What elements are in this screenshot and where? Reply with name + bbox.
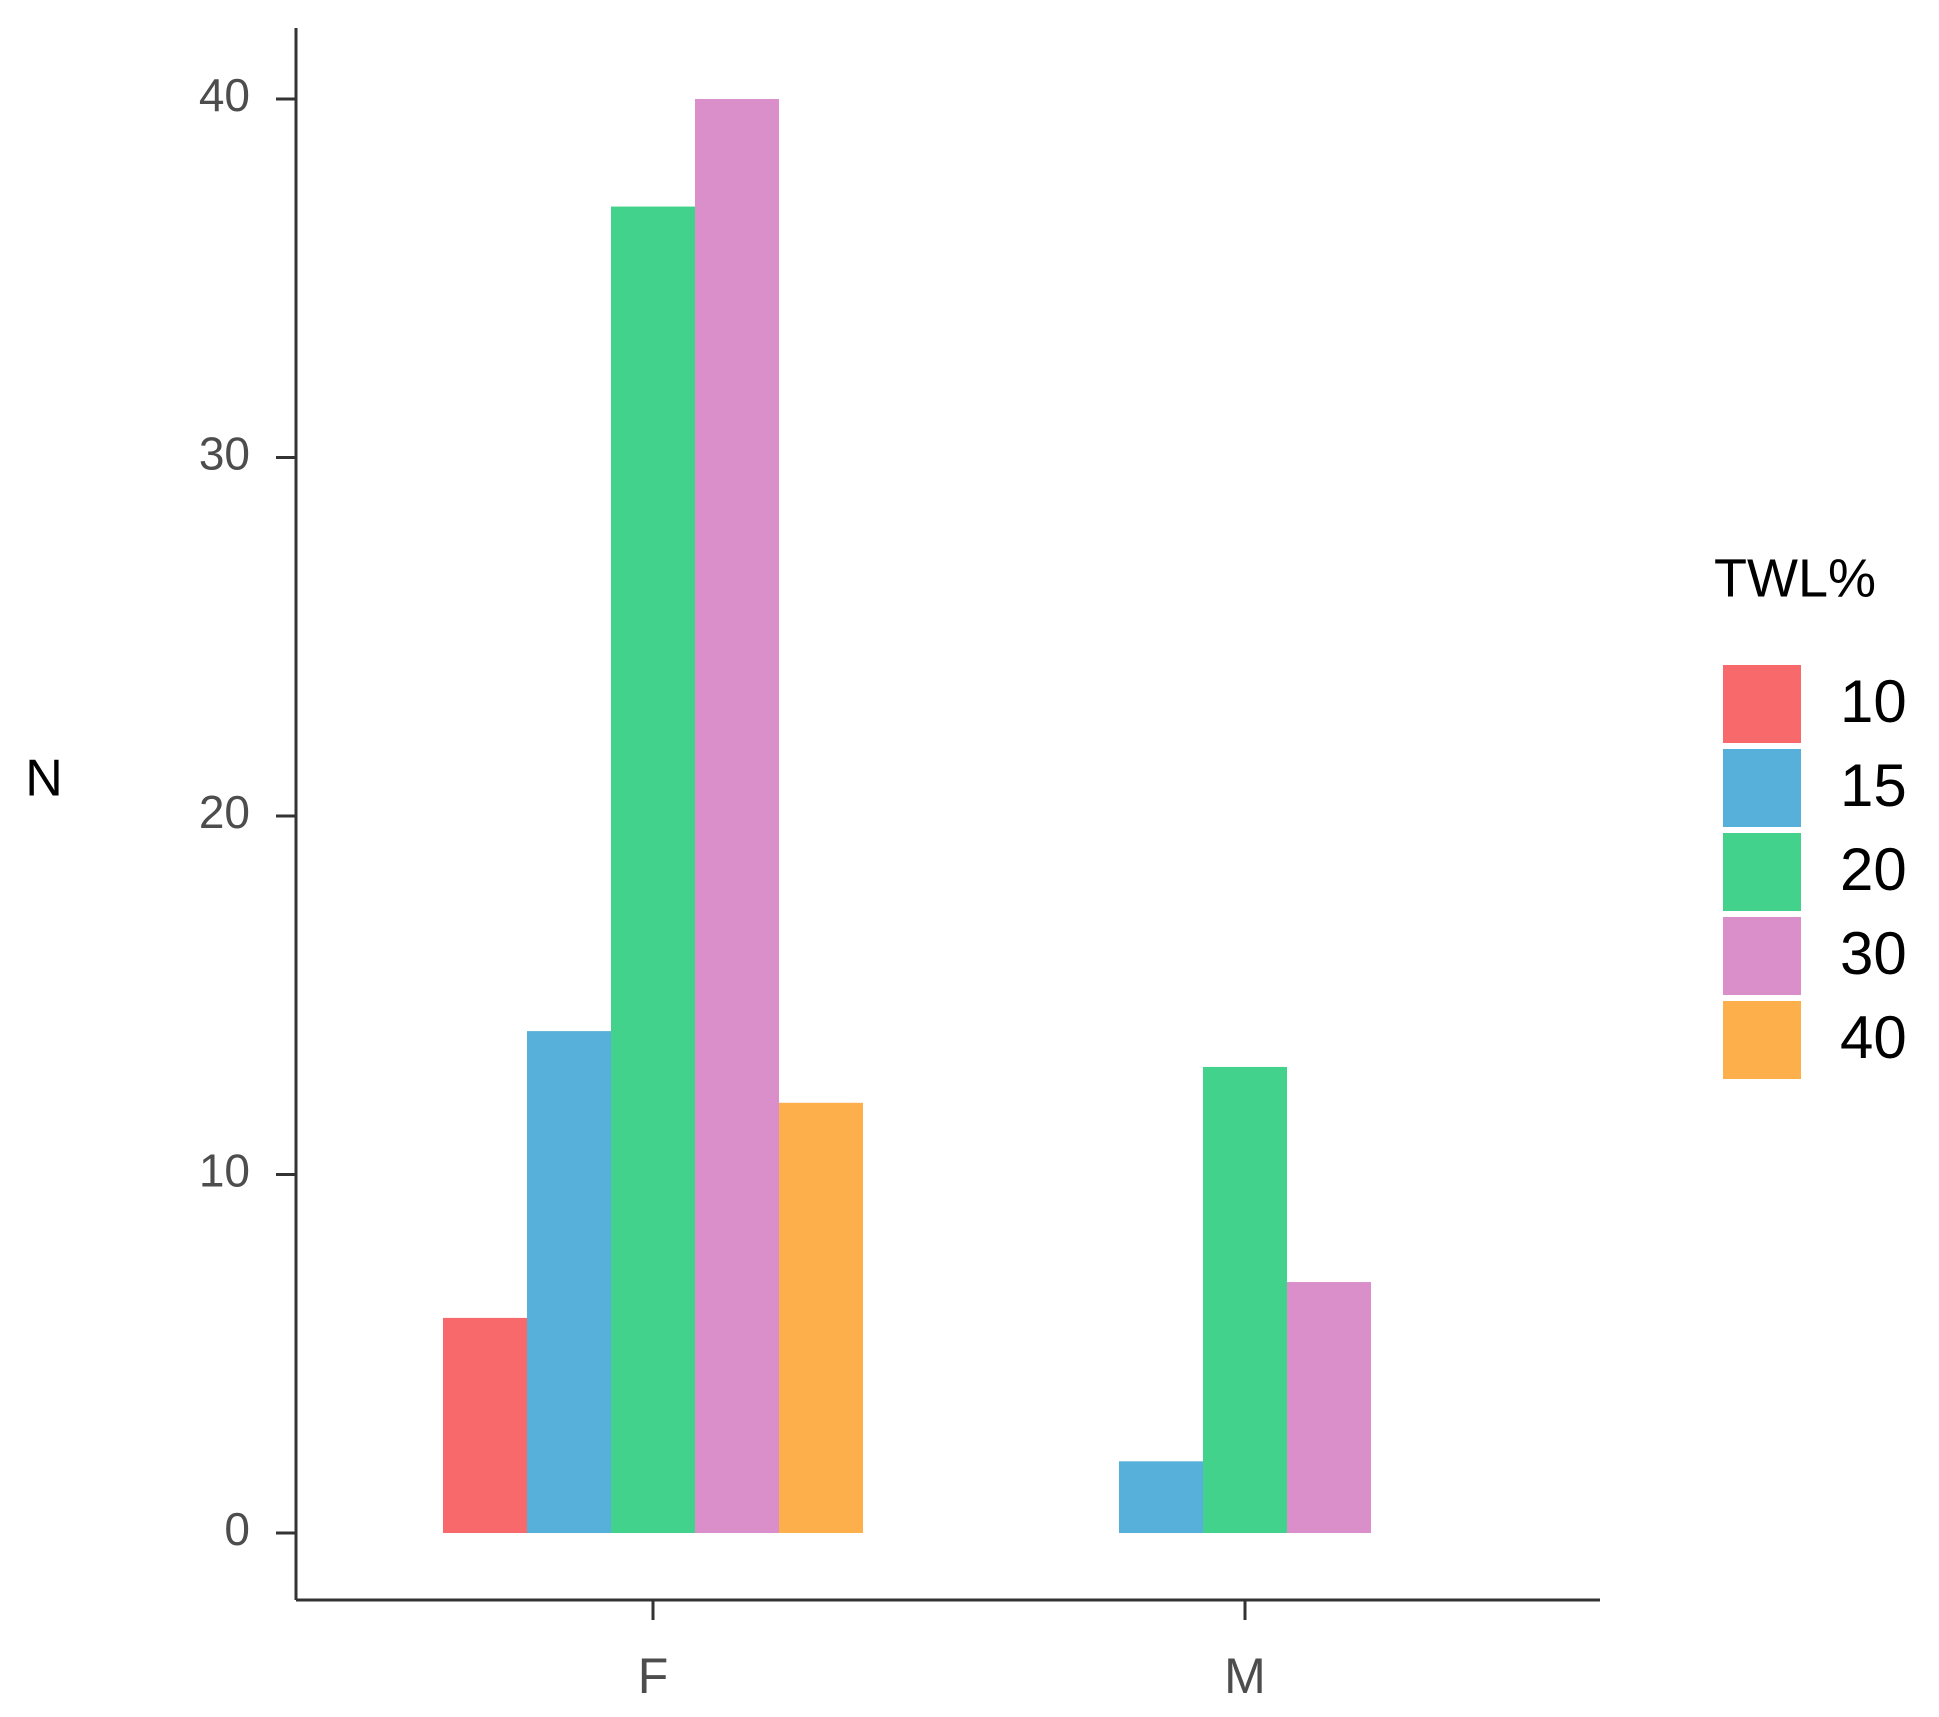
legend-key-40 bbox=[1721, 999, 1803, 1081]
legend-items: 10 15 20 30 40 bbox=[1721, 663, 1907, 1081]
bars-group bbox=[443, 99, 1371, 1533]
y-tick-label-10: 10 bbox=[199, 1145, 250, 1197]
y-tick-label-40: 40 bbox=[199, 69, 250, 121]
legend-key-20 bbox=[1721, 831, 1803, 913]
bar-F-10 bbox=[443, 1317, 527, 1533]
bar-M-30 bbox=[1287, 1282, 1371, 1533]
y-axis-title: N bbox=[25, 750, 63, 808]
legend-label-20: 20 bbox=[1840, 836, 1907, 903]
legend-label-40: 40 bbox=[1840, 1004, 1907, 1071]
bar-F-15 bbox=[527, 1031, 611, 1533]
y-ticks-group: 0 10 20 30 40 bbox=[199, 69, 296, 1555]
bar-F-40 bbox=[779, 1102, 863, 1533]
bar-F-20 bbox=[611, 206, 695, 1533]
legend-label-15: 15 bbox=[1840, 752, 1907, 819]
x-tick-label-M: M bbox=[1224, 1648, 1266, 1704]
y-tick-label-20: 20 bbox=[199, 786, 250, 838]
x-tick-label-F: F bbox=[638, 1648, 669, 1704]
legend: TWL% 10 15 20 30 40 bbox=[1714, 548, 1907, 1081]
y-tick-label-0: 0 bbox=[224, 1503, 250, 1555]
legend-key-30 bbox=[1721, 915, 1803, 997]
legend-label-10: 10 bbox=[1840, 668, 1907, 735]
bar-M-20 bbox=[1203, 1066, 1287, 1533]
bar-F-30 bbox=[695, 99, 779, 1533]
legend-title: TWL% bbox=[1714, 548, 1876, 608]
bar-M-15 bbox=[1119, 1461, 1203, 1533]
y-tick-label-30: 30 bbox=[199, 428, 250, 480]
axes-group bbox=[294, 28, 1600, 1602]
legend-label-30: 30 bbox=[1840, 920, 1907, 987]
legend-key-15 bbox=[1721, 747, 1803, 829]
legend-key-10 bbox=[1721, 663, 1803, 745]
